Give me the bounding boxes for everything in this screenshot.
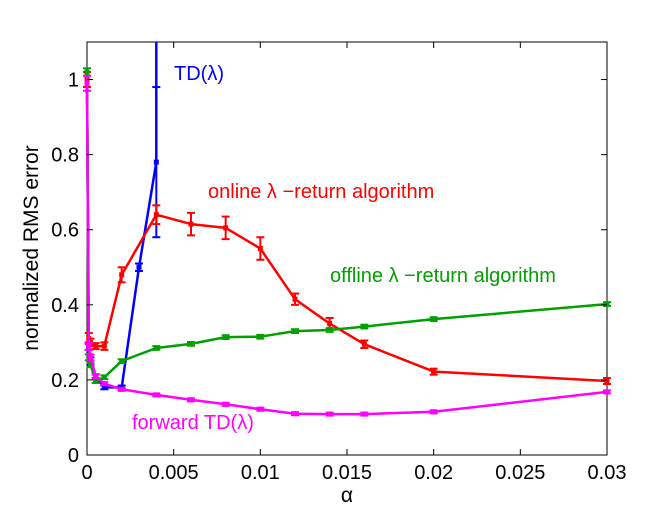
data-point	[431, 369, 437, 375]
data-point	[84, 80, 90, 86]
data-point	[119, 358, 125, 364]
y-axis-label: normalized RMS error	[20, 145, 43, 350]
y-tick-label: 0.4	[51, 295, 79, 317]
data-point	[327, 321, 333, 327]
y-tick-label: 0.8	[51, 145, 79, 167]
data-point	[93, 343, 99, 349]
data-point	[153, 392, 159, 398]
x-axis-label: α	[341, 484, 353, 507]
data-point	[361, 411, 367, 417]
data-point	[604, 378, 610, 384]
data-point	[223, 401, 229, 407]
data-point	[431, 409, 437, 415]
data-point	[101, 384, 107, 390]
x-tick-label: 0	[81, 462, 92, 484]
data-point	[188, 341, 194, 347]
series-label-forward-td-lambda: forward TD(λ)	[132, 412, 254, 434]
data-point	[87, 354, 93, 360]
data-point	[188, 397, 194, 403]
data-point	[93, 378, 99, 384]
data-point	[361, 324, 367, 330]
data-point	[223, 334, 229, 340]
data-point	[136, 264, 142, 270]
data-point	[86, 343, 92, 349]
data-point	[101, 374, 107, 380]
data-point	[327, 411, 333, 417]
data-point	[604, 389, 610, 395]
axes-layer: 0 0.005 0.01 0.015 0.02 0.025 0.03 0 0.2 0.4 0.6 0.…	[51, 42, 626, 484]
data-point	[257, 334, 263, 340]
data-point	[93, 373, 99, 379]
data-point	[223, 225, 229, 231]
x-tick-label: 0.02	[414, 462, 453, 484]
data-point	[292, 411, 298, 417]
data-point	[153, 212, 159, 218]
x-tick-label: 0.015	[322, 462, 372, 484]
data-point	[119, 272, 125, 278]
data-point	[292, 296, 298, 302]
data-point	[327, 327, 333, 333]
data-point	[188, 221, 194, 227]
data-point	[153, 345, 159, 351]
data-point	[431, 316, 437, 322]
y-tick-label: 0	[68, 445, 79, 467]
series-3	[83, 74, 611, 417]
x-tick-label: 0.005	[149, 462, 199, 484]
data-point	[257, 246, 263, 251]
data-point	[257, 406, 263, 412]
data-point	[87, 362, 93, 368]
data-point	[153, 159, 159, 165]
data-point	[119, 386, 125, 392]
series-label-online-lambda-return: online λ −return algorithm	[208, 181, 434, 203]
data-point	[101, 343, 107, 349]
x-tick-label: 0.025	[495, 462, 545, 484]
data-layer	[83, 42, 611, 417]
data-point	[292, 328, 298, 334]
series-label-offline-lambda-return: offline λ −return algorithm	[330, 265, 556, 287]
y-tick-label: 1	[68, 70, 79, 92]
data-point	[84, 69, 90, 75]
y-tick-label: 0.2	[51, 370, 79, 392]
data-point	[101, 381, 107, 387]
data-point	[604, 301, 610, 307]
x-tick-label: 0.01	[241, 462, 280, 484]
plot-area	[86, 41, 608, 456]
series-label-td-lambda: TD(λ)	[174, 63, 224, 85]
data-point	[361, 341, 367, 347]
x-tick-label: 0.03	[588, 462, 627, 484]
y-tick-label: 0.6	[51, 220, 79, 242]
